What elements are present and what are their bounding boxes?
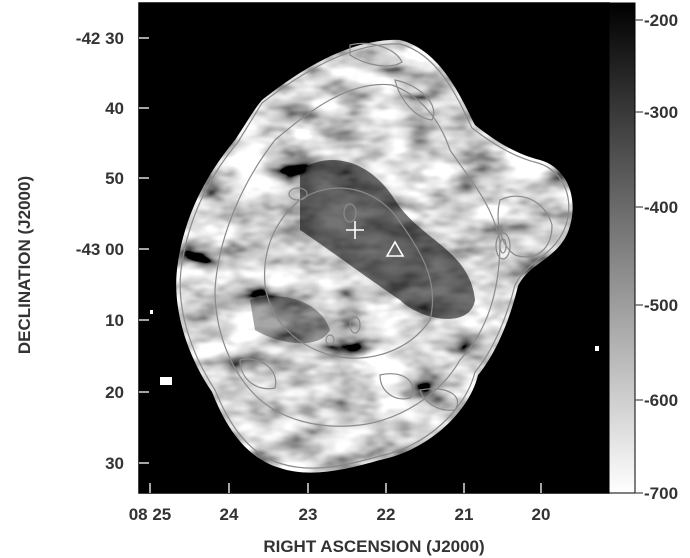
colorbar-ticks <box>635 19 643 494</box>
y-tick-labels: -42 30 40 50 -43 00 10 20 30 <box>76 29 124 473</box>
y-tick-label: 40 <box>105 99 124 118</box>
x-tick-label: 22 <box>377 505 396 524</box>
y-tick-label: 30 <box>105 454 124 473</box>
colorbar-labels: -200 -300 -400 -500 -600 -700 <box>644 11 678 503</box>
x-tick-label: 24 <box>220 505 239 524</box>
colorbar <box>608 2 636 494</box>
triangle-marker <box>385 240 405 257</box>
x-axis-title: RIGHT ASCENSION (J2000) <box>263 537 484 556</box>
y-tick-label: 20 <box>105 383 124 402</box>
x-tick-label: 20 <box>532 505 551 524</box>
tick-marks <box>139 37 542 493</box>
y-tick-label: -42 30 <box>76 29 124 48</box>
colorbar-label: -600 <box>644 391 678 410</box>
y-tick-label: 10 <box>105 311 124 330</box>
x-tick-label: 21 <box>455 505 474 524</box>
x-tick-labels: 08 25 24 23 22 21 20 <box>129 505 551 524</box>
y-axis-title: DECLINATION (J2000) <box>15 176 34 354</box>
colorbar-label: -200 <box>644 11 678 30</box>
noise-blobs <box>150 310 599 385</box>
y-tick-label: 50 <box>105 169 124 188</box>
colorbar-label: -400 <box>644 198 678 217</box>
y-tick-label: -43 00 <box>76 240 124 259</box>
cross-marker <box>346 221 364 239</box>
contours <box>179 42 570 469</box>
x-tick-label: 23 <box>299 505 318 524</box>
colorbar-label: -500 <box>644 296 678 315</box>
colorbar-label: -700 <box>644 484 678 503</box>
colorbar-label: -300 <box>644 103 678 122</box>
x-tick-label: 08 25 <box>129 505 172 524</box>
